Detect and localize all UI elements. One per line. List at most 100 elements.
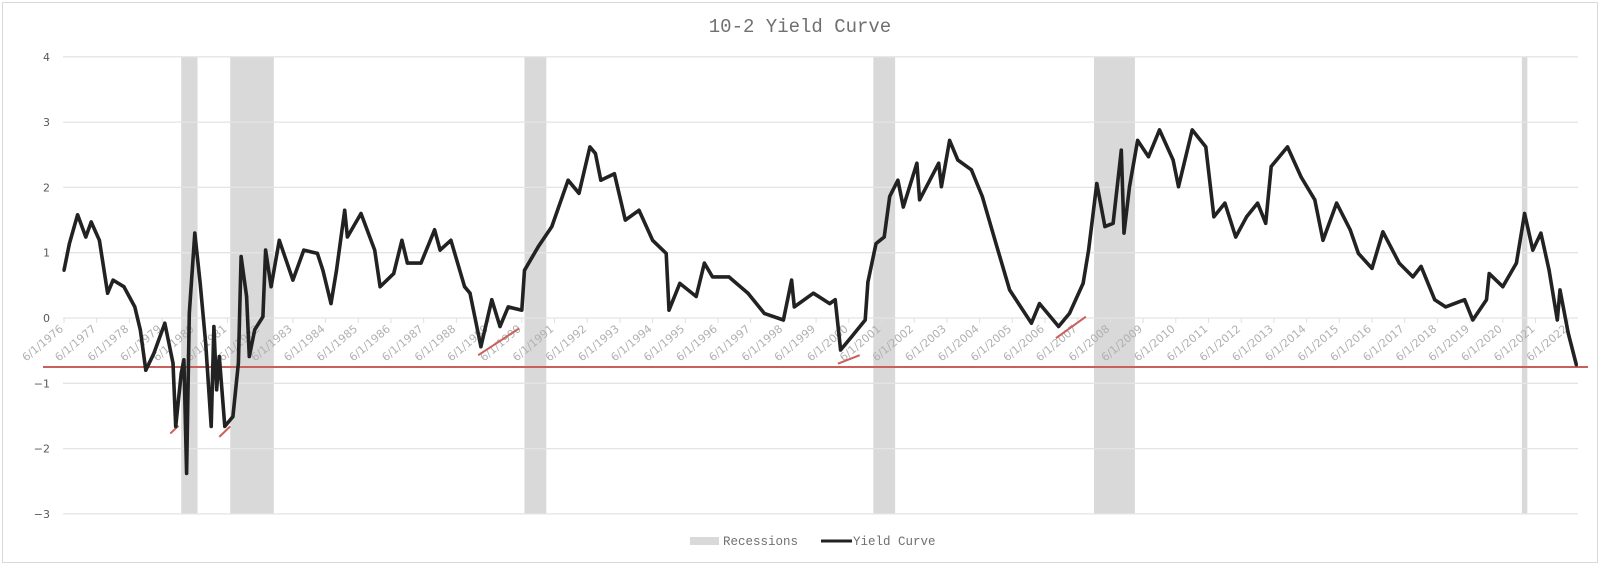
yield-curve-point	[566, 178, 570, 182]
yield-curve-point	[849, 335, 854, 339]
yield-curve-point	[212, 324, 216, 329]
yield-curve-point	[536, 245, 540, 249]
yield-curve-point	[746, 291, 750, 295]
yield-curve-point	[792, 305, 796, 309]
yield-curve-point	[1223, 201, 1227, 205]
yield-curve-point	[1558, 288, 1562, 292]
yield-curve-point	[198, 281, 202, 285]
yield-curve-point	[182, 358, 186, 362]
yield-curve-point	[694, 294, 698, 299]
yield-curve-point	[863, 318, 867, 322]
yield-curve-point	[994, 241, 998, 246]
yield-curve-point	[67, 241, 72, 246]
trend-segment	[1055, 315, 1087, 340]
yield-curve-point	[359, 211, 363, 216]
yield-curve-point	[888, 194, 892, 199]
yield-curve-point	[651, 238, 655, 242]
yield-curve-point	[264, 248, 268, 252]
yield-curve-point	[522, 268, 527, 272]
yield-curve-point	[599, 178, 603, 182]
yield-curve-point	[179, 371, 183, 376]
recession-band	[873, 56, 896, 514]
yield-curve-point	[1095, 181, 1099, 186]
yield-curve-point	[122, 285, 126, 289]
yield-curve-point	[392, 271, 396, 276]
yield-curve-point	[1119, 148, 1123, 152]
yield-curve-point	[710, 275, 715, 279]
trend-segment	[837, 354, 861, 365]
yield-curve-point	[187, 311, 191, 316]
gridlines	[63, 56, 1578, 515]
yield-curve-point	[1566, 331, 1570, 335]
yield-curve-point	[62, 268, 66, 272]
recession-band	[230, 56, 274, 514]
series-group	[62, 128, 1579, 476]
yield-curve-point	[106, 291, 110, 295]
yield-curve-point	[811, 291, 815, 295]
yield-curve-point	[612, 172, 617, 176]
yield-curve-point	[76, 213, 80, 217]
yield-curve-point	[405, 261, 409, 265]
yield-curve-point	[789, 278, 794, 282]
yield-curve-point	[1067, 311, 1072, 316]
legend-label-recessions: Recessions	[723, 535, 798, 549]
yield-curve-point	[215, 388, 219, 392]
yield-curve-point	[1574, 363, 1578, 367]
yield-curve-point	[231, 415, 235, 419]
yield-curve-point	[915, 161, 919, 165]
yield-curve-point	[174, 424, 178, 428]
yield-curve-point	[1514, 261, 1519, 265]
yield-curve-point	[1190, 128, 1194, 132]
annotations	[43, 315, 1588, 438]
yield-curve-point	[637, 208, 641, 212]
yield-curve-point	[1234, 235, 1238, 239]
yield-curve-point	[468, 291, 472, 295]
yield-curve-point	[1523, 211, 1527, 216]
yield-curve-point	[462, 285, 467, 289]
yield-curve-point	[901, 205, 905, 209]
y-tick-label: 1	[43, 247, 50, 260]
yield-curve-point	[667, 308, 671, 312]
yield-curve-point	[291, 278, 295, 282]
legend-label-yield-curve: Yield Curve	[853, 535, 936, 549]
yield-curve-point	[1007, 288, 1012, 292]
yield-curve-point	[577, 191, 581, 195]
yield-curve-point	[1397, 261, 1401, 265]
yield-curve-point	[1255, 201, 1260, 205]
yield-curve-point	[315, 251, 320, 255]
y-tick-label: 0	[43, 312, 50, 325]
yield-curve-point	[261, 315, 265, 319]
yield-curve-point	[1122, 231, 1126, 235]
recession-band	[1094, 56, 1135, 514]
y-tick-label: 2	[43, 181, 50, 194]
yield-curve-point	[1299, 175, 1303, 179]
yield-curve-point	[247, 354, 251, 359]
yield-curve-point	[419, 261, 423, 265]
yield-curve-point	[378, 285, 382, 289]
recession-band	[1521, 56, 1528, 514]
y-tick-label: 4	[43, 51, 50, 64]
yield-curve-point	[1176, 185, 1181, 189]
recession-band	[524, 56, 547, 514]
yield-curve-point	[334, 268, 339, 272]
yield-curve-point	[1212, 215, 1216, 219]
trend-segment	[218, 425, 231, 438]
yield-curve-point	[1501, 285, 1505, 289]
yield-curve-point	[1245, 215, 1249, 219]
yield-curve-point	[956, 158, 960, 162]
y-tick-label: −1	[34, 377, 50, 390]
yield-curve-point	[1443, 305, 1448, 309]
yield-curve-point	[1037, 302, 1042, 306]
yield-curve-point	[400, 238, 404, 242]
yield-curve-point	[1081, 281, 1085, 285]
yield-curve-point	[111, 278, 115, 282]
yield-curve-point	[702, 261, 706, 265]
yield-curve-point	[588, 145, 592, 149]
yield-curve-point	[948, 138, 952, 142]
yield-curve-point	[762, 311, 766, 316]
yield-curve-point	[1146, 155, 1151, 159]
yield-curve-point	[1433, 298, 1437, 302]
yield-curve-point	[1419, 264, 1423, 269]
yield-curve-point	[1057, 324, 1061, 329]
